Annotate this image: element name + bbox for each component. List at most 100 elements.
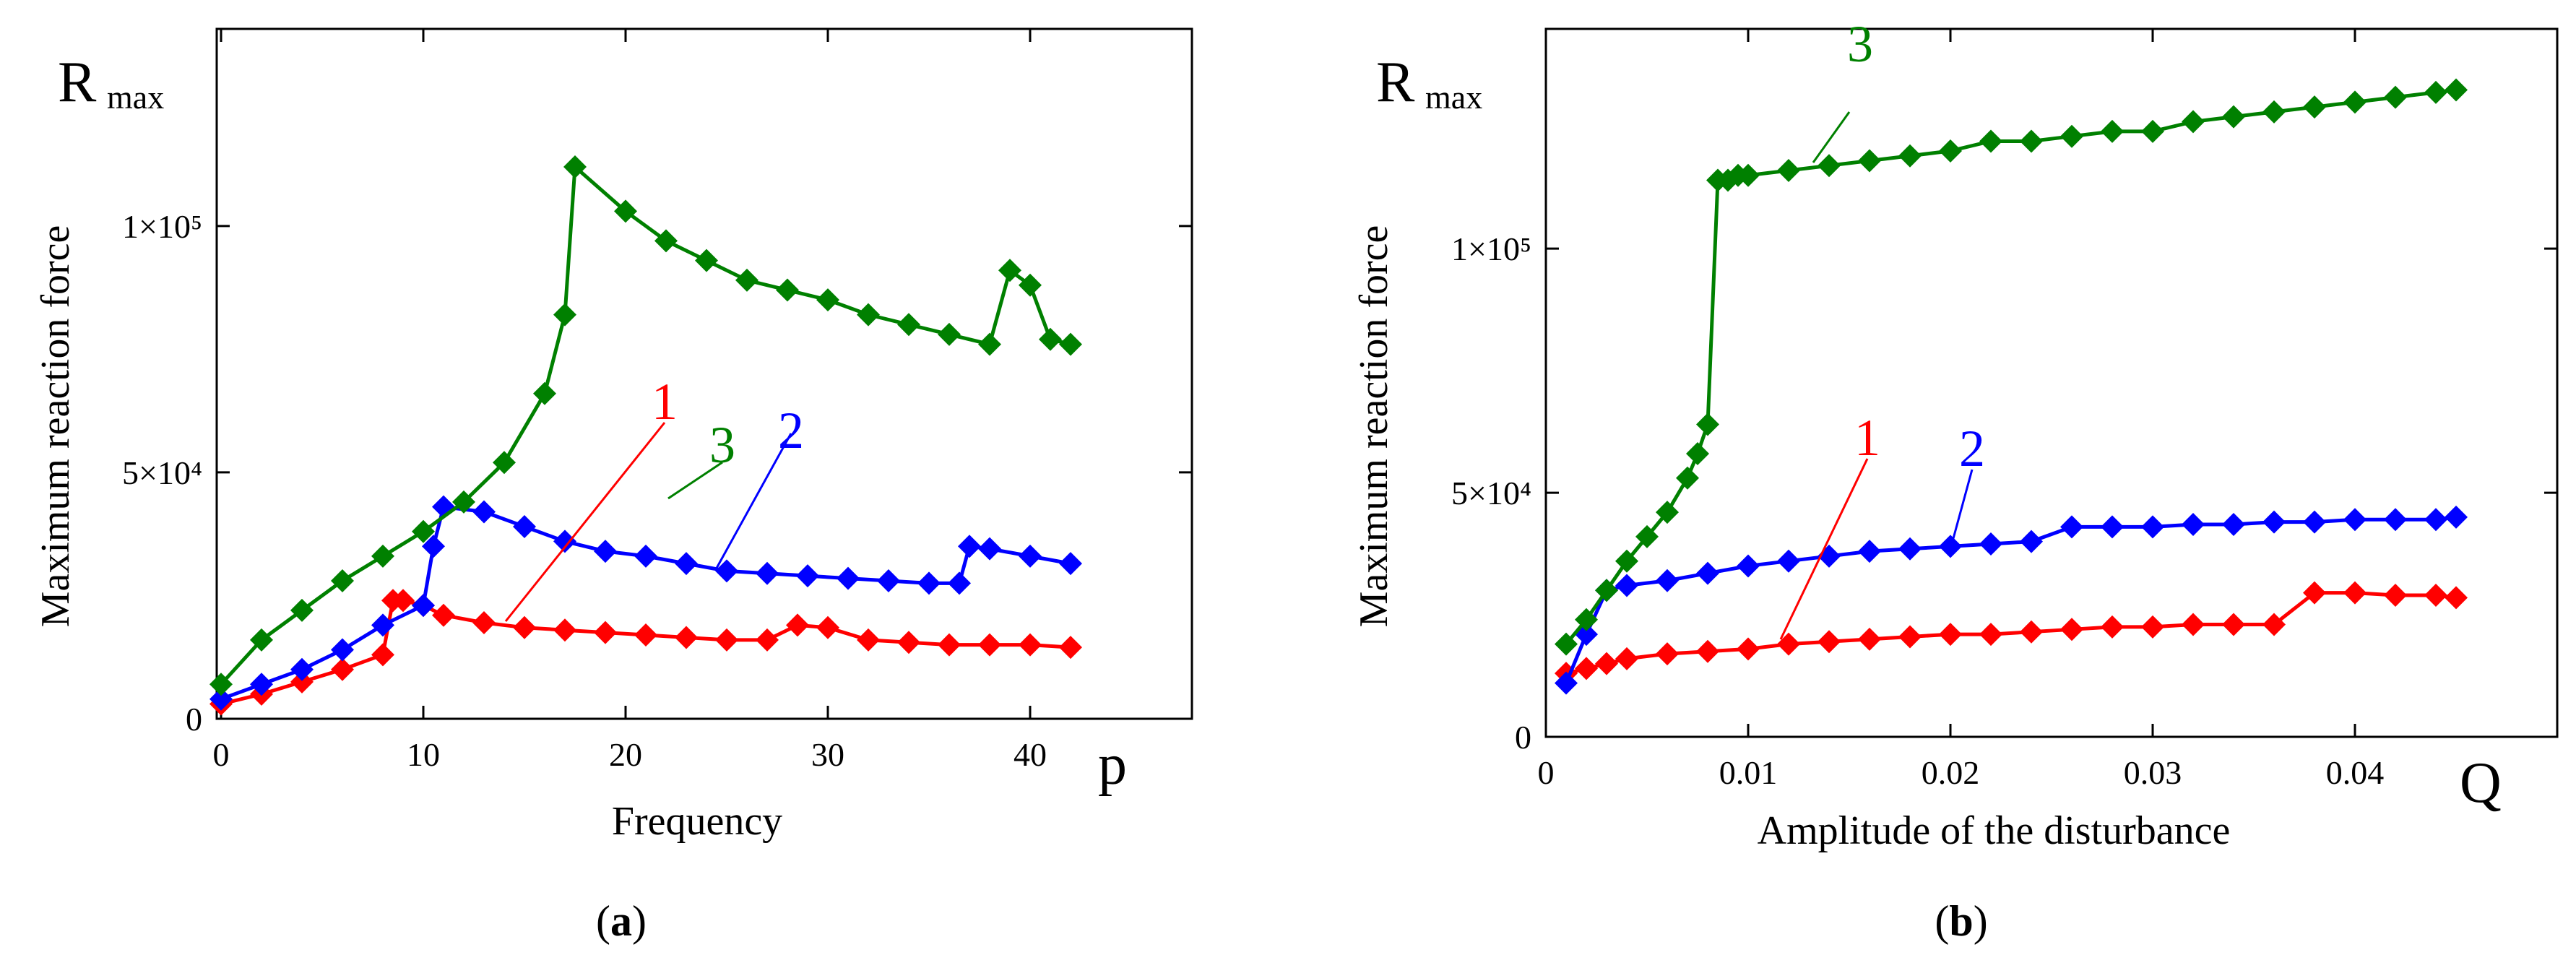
data-point-2 <box>1777 549 1800 573</box>
data-point-1 <box>756 628 779 652</box>
y-tick-label-a: 1×10⁵ <box>122 208 202 245</box>
data-point-1 <box>2182 613 2205 636</box>
y-tick-label-b: 5×10⁴ <box>1451 475 1531 511</box>
data-point-1 <box>1615 647 1638 670</box>
series-line-3 <box>220 163 1071 686</box>
y-axis-label-a: Maximum reaction force <box>33 225 78 628</box>
x-symbol-b: Q <box>2460 751 2502 815</box>
data-point-2 <box>422 535 445 558</box>
y-symbol-a: R <box>58 51 97 114</box>
curve-label-1: 1 <box>1854 409 1880 467</box>
data-point-2 <box>1696 561 1719 585</box>
data-point-3 <box>695 249 718 272</box>
leader-line-1 <box>1779 458 1869 640</box>
data-point-1 <box>2020 620 2043 644</box>
data-point-1 <box>715 628 738 652</box>
plot-frame-a <box>215 27 1193 720</box>
data-point-1 <box>938 633 961 657</box>
data-point-2 <box>412 594 435 618</box>
data-point-2 <box>2182 513 2205 536</box>
data-point-2 <box>2101 515 2124 539</box>
data-point-1 <box>1898 625 1922 649</box>
data-point-3 <box>2424 80 2447 104</box>
data-point-1 <box>816 615 839 639</box>
data-point-3 <box>452 490 475 514</box>
data-point-3 <box>2384 85 2407 109</box>
data-point-2 <box>331 638 354 662</box>
data-point-2 <box>1858 540 1881 563</box>
data-point-2 <box>978 537 1001 561</box>
y-tick-label-a: 0 <box>186 701 202 738</box>
data-point-3 <box>1039 327 1062 351</box>
data-point-1 <box>371 643 394 667</box>
data-point-2 <box>958 535 981 558</box>
curve-label-2: 2 <box>1959 420 1985 477</box>
data-point-1 <box>2303 581 2326 605</box>
data-point-3 <box>1737 163 1760 187</box>
data-point-2 <box>594 540 617 563</box>
data-point-1 <box>675 626 698 649</box>
data-point-1 <box>513 615 536 639</box>
data-point-2 <box>209 687 233 711</box>
data-point-1 <box>392 589 415 613</box>
data-point-2 <box>796 564 819 588</box>
data-point-3 <box>1555 632 1578 656</box>
x-axis-label-a: Frequency <box>612 799 782 844</box>
data-point-3 <box>290 598 314 622</box>
data-point-3 <box>1676 466 1699 490</box>
data-point-1 <box>1019 633 1042 657</box>
data-point-3 <box>2303 95 2326 119</box>
data-point-1 <box>786 613 809 637</box>
y-tick-label-a: 5×10⁴ <box>122 454 202 491</box>
data-point-2 <box>948 571 971 595</box>
x-tick-label-b: 0.02 <box>1922 754 1980 791</box>
data-point-3 <box>816 288 839 312</box>
leader-line-2 <box>714 433 792 571</box>
x-tick-label-b: 0.04 <box>2326 754 2385 791</box>
data-point-3 <box>2222 105 2245 129</box>
data-point-3 <box>553 303 576 327</box>
data-point-2 <box>1656 569 1679 592</box>
data-point-1 <box>1595 652 1618 675</box>
data-point-3 <box>998 259 1021 282</box>
data-point-3 <box>2060 124 2083 148</box>
leader-line-2 <box>1949 469 1974 550</box>
data-point-3 <box>2020 129 2043 153</box>
data-point-3 <box>1979 129 2002 153</box>
x-tick-label-b: 0.03 <box>2124 754 2182 791</box>
data-point-1 <box>2343 581 2367 605</box>
data-point-1 <box>1777 632 1800 656</box>
caption-b: (b) <box>1935 897 1987 945</box>
data-point-3 <box>2343 90 2367 114</box>
data-point-2 <box>715 559 738 583</box>
x-axis-label-b: Amplitude of the disturbance <box>1758 808 2231 853</box>
data-point-1 <box>1696 639 1719 663</box>
data-point-1 <box>2384 584 2407 607</box>
data-point-1 <box>331 657 354 681</box>
data-point-2 <box>1019 544 1042 568</box>
data-point-3 <box>1575 608 1598 631</box>
data-point-3 <box>776 278 799 302</box>
plot-frame-b <box>1544 27 2559 738</box>
data-point-1 <box>1818 630 1841 654</box>
data-point-3 <box>371 544 394 568</box>
data-point-2 <box>2424 508 2447 532</box>
data-point-3 <box>493 451 516 475</box>
series-line-2 <box>1564 515 2457 684</box>
data-point-2 <box>2222 513 2245 536</box>
data-point-2 <box>675 552 698 576</box>
data-point-1 <box>2101 615 2124 639</box>
x-tick-label-a: 10 <box>407 736 440 773</box>
data-point-2 <box>634 544 657 568</box>
data-point-3 <box>1818 154 1841 178</box>
data-point-2 <box>1615 574 1638 597</box>
data-point-1 <box>857 628 880 652</box>
leader-line-1 <box>504 422 666 622</box>
data-point-3 <box>1898 144 1922 168</box>
data-point-2 <box>2343 508 2367 532</box>
data-point-3 <box>1019 273 1042 297</box>
data-point-2 <box>837 566 860 590</box>
curve-label-3: 3 <box>709 416 735 474</box>
data-point-3 <box>331 569 354 592</box>
